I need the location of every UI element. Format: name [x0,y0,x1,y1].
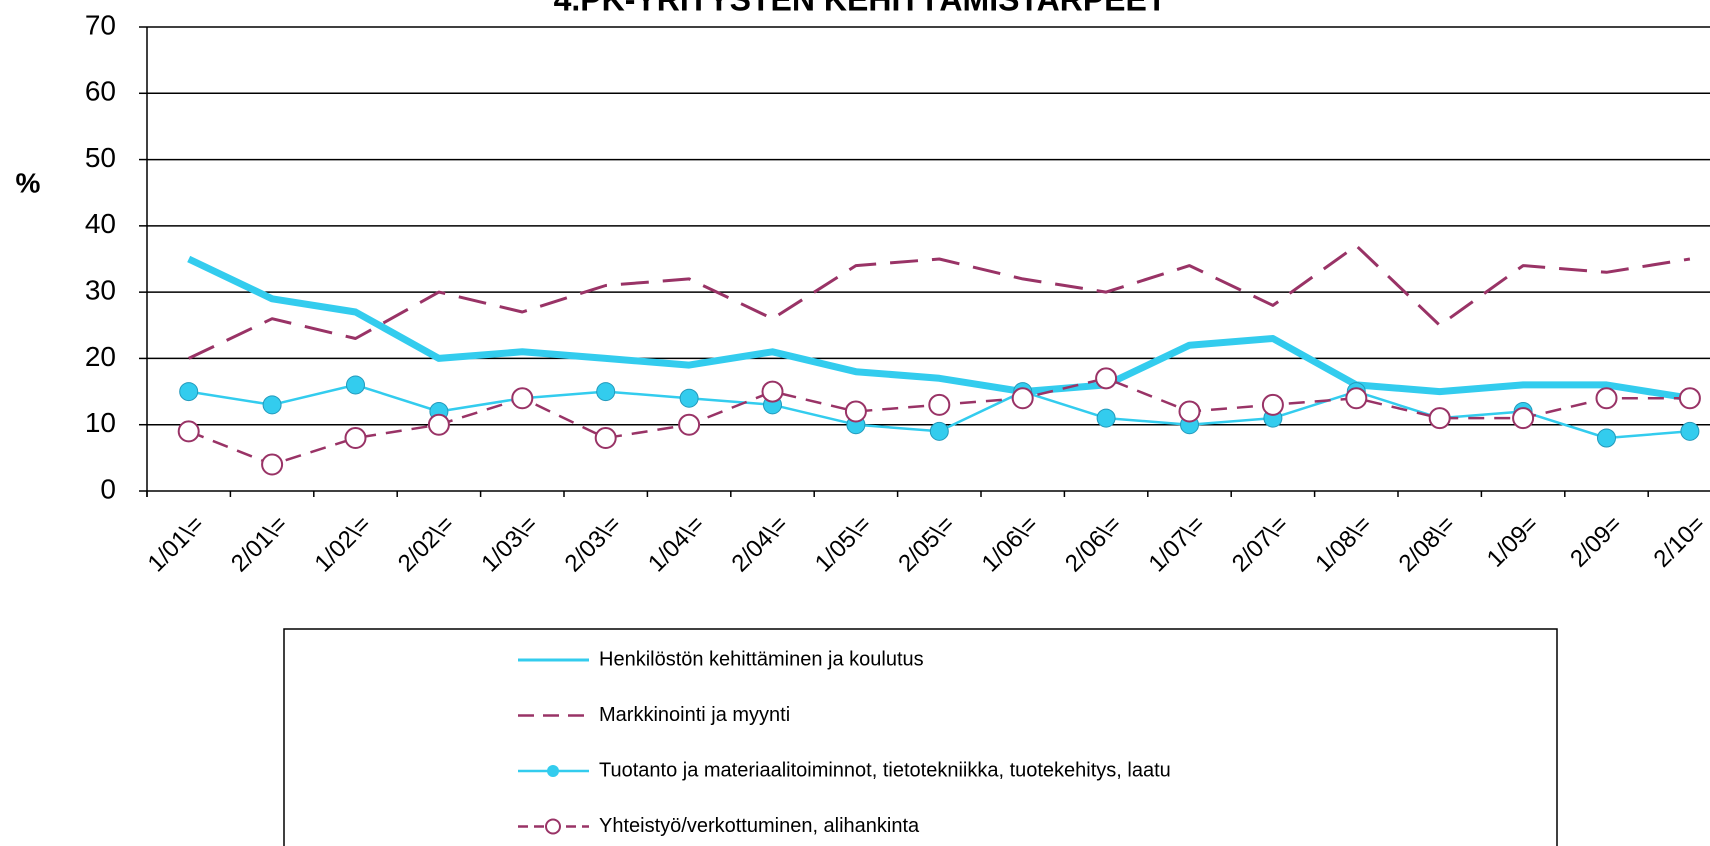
point [511,387,534,410]
point [1597,428,1616,448]
x-tick-label: 2/02\= [393,511,460,578]
point [1512,407,1535,430]
chart-title: 4.PK-YRITYSTEN KEHITTÄMISTARPEET [554,0,1167,17]
series-line [187,255,1691,402]
x-tick-label: 2/01\= [226,511,293,578]
point [262,395,282,415]
legend-label: Tuotanto ja materiaalitoiminnot, tietote… [599,759,1171,781]
point [1428,407,1451,430]
legend-label: Henkilöstön kehittäminen ja koulutus [599,648,924,670]
y-tick-label: 60 [85,76,116,107]
point [928,393,951,416]
legend-marker [547,765,559,777]
point [596,382,616,402]
point [346,375,365,395]
x-tick-label: 1/08\= [1310,511,1377,578]
y-tick-label: 10 [85,407,116,438]
x-tick-label: 2/06\= [1060,511,1127,578]
point [179,382,199,402]
x-tick-label: 2/08\= [1394,511,1461,578]
x-tick-label: 1/07\= [1143,511,1210,578]
x-tick-label: 2/05\= [893,511,960,578]
point [679,388,699,408]
point [1178,400,1201,423]
point [594,426,617,449]
point [1011,387,1034,410]
x-tick-label: 1/01\= [143,511,210,578]
x-tick-label: 2/07\= [1227,511,1294,578]
point [177,420,200,443]
point [427,413,450,436]
y-tick-label: 50 [85,142,116,173]
legend-label: Yhteistyö/verkottuminen, alihankinta [599,815,920,837]
point [1261,393,1284,416]
point [1096,408,1116,428]
x-tick-label: 2/03\= [560,511,627,578]
point [1095,367,1118,390]
y-tick-label: 40 [85,208,116,239]
point [761,380,784,403]
point [929,421,949,441]
y-tick-label: 20 [85,341,116,372]
x-tick-label: 1/05\= [810,511,877,578]
point [1680,421,1700,441]
x-tick-label: 2/04\= [726,511,793,578]
y-tick-label: 70 [85,9,116,40]
point [1595,387,1618,410]
series-line [188,244,1691,360]
x-tick-label: 1/04\= [643,511,710,578]
x-tick-label: 1/03\= [476,511,543,578]
x-tick-label: 2/10= [1649,511,1710,573]
point [678,413,701,436]
point [261,453,284,476]
y-axis-label: % [16,167,41,198]
y-tick-label: 0 [100,473,116,504]
y-tick-label: 30 [85,275,116,306]
legend-box [283,628,1558,846]
x-tick-label: 1/09= [1482,511,1544,573]
legend-marker [545,818,561,835]
x-tick-label: 2/09= [1565,511,1627,573]
point [344,426,367,449]
point [844,400,867,423]
x-tick-label: 1/06\= [977,511,1044,578]
point [1345,387,1368,410]
x-tick-label: 1/02\= [309,511,376,578]
point [1678,387,1701,410]
legend-label: Markkinointi ja myynti [599,704,790,726]
